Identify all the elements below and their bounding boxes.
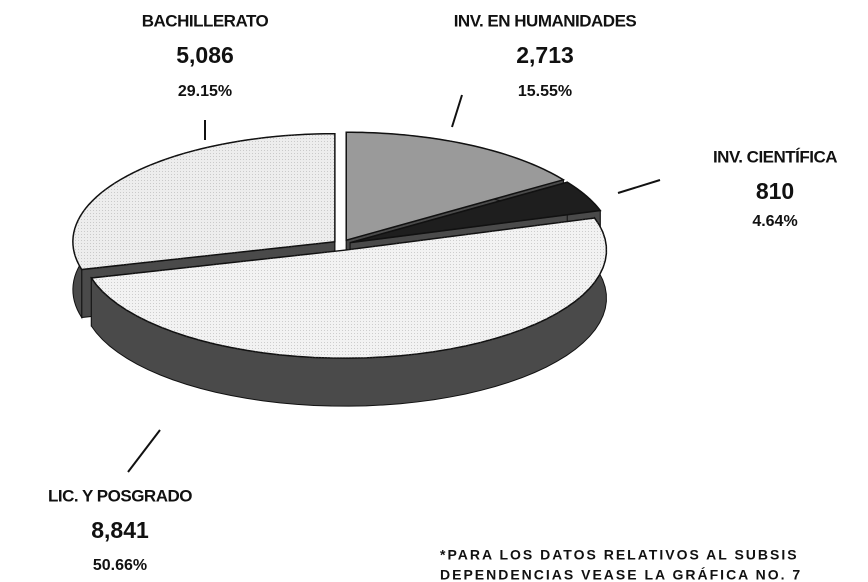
footnote: *PARA LOS DATOS RELATIVOS AL SUBSIS <box>440 547 799 563</box>
footnote: DEPENDENCIAS VEASE LA GRÁFICA NO. 7 <box>440 567 802 582</box>
pie <box>72 131 608 407</box>
leader-line <box>617 179 661 194</box>
slice-texture <box>72 133 335 270</box>
slice-label: BACHILLERATO <box>142 11 269 30</box>
percentage-label: 15.55% <box>518 83 572 100</box>
value-label: 2,713 <box>516 42 574 68</box>
slice-label: INV. EN HUMANIDADES <box>454 11 637 30</box>
leader-line <box>451 94 463 128</box>
leader-line <box>127 429 161 473</box>
slice <box>349 181 602 244</box>
slice-label: LIC. Y POSGRADO <box>48 486 192 505</box>
slice-texture <box>91 218 607 359</box>
value-label: 8,841 <box>91 517 149 543</box>
percentage-label: 4.64% <box>752 213 797 230</box>
percentage-label: 29.15% <box>178 83 232 100</box>
percentage-label: 50.66% <box>93 557 147 574</box>
slice-label: INV. CIENTÍFICA <box>713 147 837 166</box>
value-label: 810 <box>756 178 794 204</box>
value-label: 5,086 <box>176 42 234 68</box>
slice <box>345 131 566 242</box>
